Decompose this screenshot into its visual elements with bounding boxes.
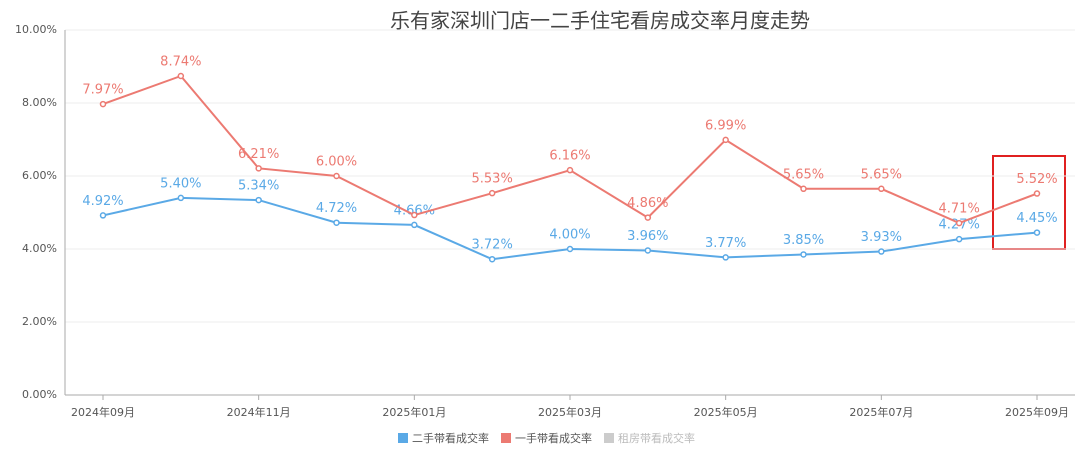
point (955, 219, 963, 227)
legend-swatch (398, 433, 408, 443)
x-tick-label: 2024年11月 (227, 405, 291, 419)
legend-label: 一手带看成交率 (515, 431, 592, 445)
data-label: 3.72% (472, 238, 513, 253)
point (333, 172, 340, 180)
data-label: 6.16% (549, 149, 590, 164)
x-tick-label: 2025年05月 (694, 405, 758, 419)
data-label: 3.77% (705, 236, 746, 251)
point (644, 247, 652, 254)
point (99, 212, 107, 219)
data-label: 3.96% (627, 229, 668, 244)
chart-title: 乐有家深圳门店一二手住宅看房成交率月度走势 (390, 9, 810, 33)
y-tick-label: 0.00% (22, 388, 57, 401)
data-label: 6.21% (238, 147, 279, 162)
y-tick-label: 8.00% (22, 96, 57, 109)
point (722, 254, 729, 261)
data-label: 5.65% (783, 167, 824, 182)
y-tick-label: 2.00% (22, 315, 57, 328)
point (800, 251, 807, 258)
point (566, 166, 574, 174)
point (488, 189, 496, 197)
point (878, 248, 885, 255)
data-label: 5.65% (861, 167, 902, 182)
data-label: 4.72% (316, 201, 357, 216)
point (1033, 229, 1041, 236)
y-tick-label: 4.00% (22, 242, 57, 255)
data-label: 7.97% (82, 83, 123, 98)
data-label: 5.34% (238, 179, 279, 194)
data-label: 4.86% (627, 196, 668, 211)
data-label: 5.52% (1016, 172, 1057, 187)
x-tick-label: 2025年01月 (382, 405, 446, 419)
data-label: 4.00% (549, 228, 590, 243)
x-tick-label: 2025年09月 (1005, 405, 1069, 419)
point (1033, 190, 1041, 197)
x-tick-label: 2025年07月 (849, 405, 913, 419)
legend-label: 租房带看成交率 (618, 431, 695, 445)
point (99, 100, 107, 108)
data-label: 5.40% (160, 176, 201, 191)
data-label: 4.92% (82, 194, 123, 209)
point (255, 165, 262, 172)
point (722, 136, 729, 144)
data-label: 6.99% (705, 118, 746, 133)
legend-swatch (501, 433, 511, 443)
data-label: 8.74% (160, 54, 201, 69)
point (488, 255, 496, 263)
point (177, 72, 185, 80)
data-label: 6.00% (316, 155, 357, 170)
point (644, 214, 652, 221)
data-label: 3.93% (861, 230, 902, 245)
data-label: 5.53% (472, 172, 513, 187)
y-tick-label: 10.00% (15, 23, 57, 36)
legend-label: 二手带看成交率 (412, 431, 489, 445)
point (177, 194, 185, 202)
point (800, 185, 807, 193)
point (255, 196, 262, 204)
point (411, 211, 418, 219)
point (955, 235, 963, 243)
x-tick-label: 2025年03月 (538, 405, 602, 419)
x-tick-label: 2024年09月 (71, 405, 135, 419)
point (333, 219, 340, 226)
point (566, 245, 574, 253)
data-label: 4.71% (939, 202, 980, 217)
data-label: 4.66% (394, 203, 435, 218)
point (878, 185, 885, 193)
data-label: 3.85% (783, 233, 824, 248)
legend-swatch (604, 433, 614, 443)
data-label: 4.45% (1016, 211, 1057, 226)
y-tick-label: 6.00% (22, 169, 57, 182)
point (411, 221, 418, 229)
